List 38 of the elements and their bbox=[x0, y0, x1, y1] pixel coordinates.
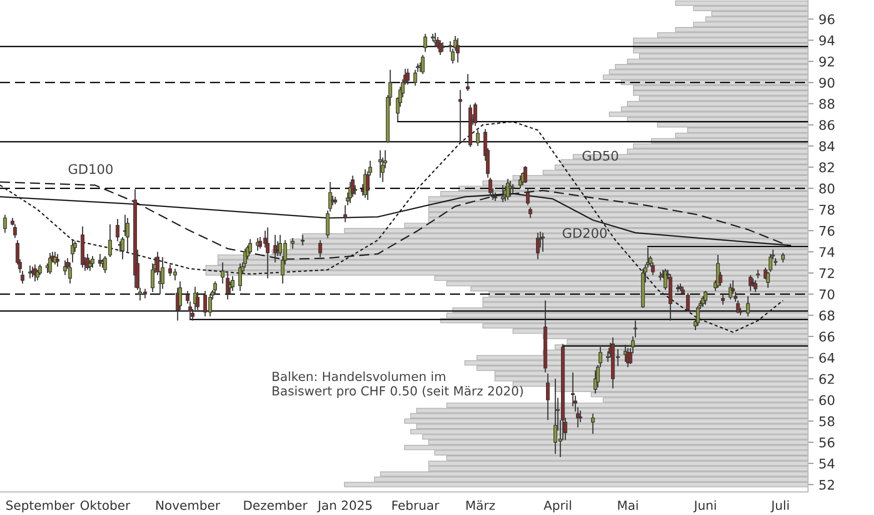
y-tick-label: 72 bbox=[820, 268, 834, 278]
y-tick-label: 94 bbox=[819, 35, 834, 46]
y-tick-label: 52 bbox=[819, 480, 834, 490]
y-tick-label: 74 bbox=[820, 247, 834, 257]
y-tick-label: 86 bbox=[819, 120, 834, 130]
series-label: GD100 bbox=[68, 164, 113, 174]
y-tick-label: 70 bbox=[820, 289, 834, 300]
x-tick-label: September bbox=[6, 500, 75, 512]
y-tick-label: 56 bbox=[819, 437, 834, 448]
x-tick-label: Juni bbox=[693, 500, 716, 512]
x-tick-label: März bbox=[466, 500, 495, 510]
y-tick-label: 96 bbox=[819, 14, 834, 24]
x-tick-label: Jan 2025 bbox=[317, 500, 372, 512]
y-tick-label: 62 bbox=[819, 374, 834, 384]
series-label: GD50 bbox=[582, 150, 618, 161]
y-tick-label: 64 bbox=[819, 352, 834, 363]
x-tick-label: April bbox=[544, 500, 571, 512]
y-tick-label: 68 bbox=[819, 310, 834, 320]
y-tick-label: 66 bbox=[819, 332, 834, 342]
x-tick-label: Februar bbox=[392, 500, 440, 510]
annotation: Balken: Handelsvolumen im Basiswert pro CHF 0.50 (seit März 2020) bbox=[272, 371, 523, 398]
y-tick-label: 80 bbox=[819, 184, 834, 194]
y-tick-label: 54 bbox=[819, 458, 834, 469]
y-tick-label: 58 bbox=[819, 416, 834, 426]
y-tick-label: 88 bbox=[819, 98, 834, 109]
y-tick-label: 76 bbox=[820, 226, 834, 236]
x-tick-label: Juli bbox=[770, 500, 789, 512]
y-tick-label: 60 bbox=[819, 395, 834, 406]
x-tick-label: Oktober bbox=[80, 500, 130, 510]
x-tick-label: Dezember bbox=[244, 500, 308, 510]
y-tick-label: 84 bbox=[819, 141, 834, 152]
y-tick-label: 90 bbox=[819, 78, 834, 88]
y-tick-label: 82 bbox=[819, 162, 834, 172]
x-tick-label: November bbox=[156, 500, 220, 510]
y-tick-label: 92 bbox=[819, 56, 834, 67]
y-tick-label: 78 bbox=[820, 204, 834, 215]
x-tick-label: Mai bbox=[618, 500, 638, 510]
series-label: GD200 bbox=[562, 228, 607, 238]
